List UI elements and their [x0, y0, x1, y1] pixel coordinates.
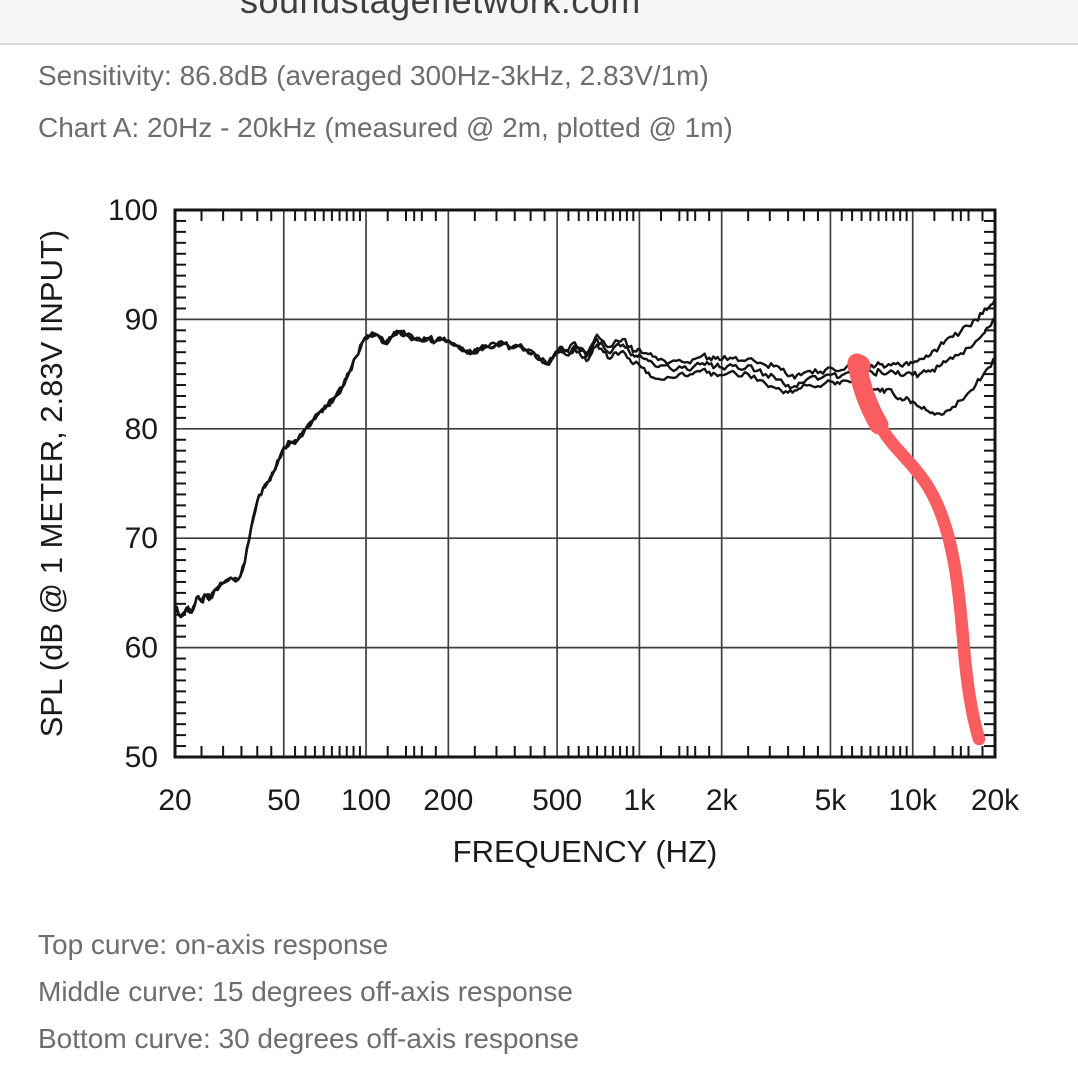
y-tick-label: 70	[125, 522, 158, 555]
y-tick-label: 100	[108, 194, 158, 227]
caption-middle-curve: Middle curve: 15 degrees off-axis respon…	[38, 976, 573, 1007]
x-tick-label: 20	[158, 784, 191, 817]
curve-legend-captions: Top curve: on-axis response Middle curve…	[38, 921, 579, 1062]
x-tick-label: 200	[423, 784, 473, 817]
x-tick-label: 50	[267, 784, 300, 817]
plot-border	[173, 208, 997, 759]
x-tick-label: 100	[341, 784, 391, 817]
x-tick-label: 5k	[815, 784, 848, 817]
y-tick-label: 50	[125, 741, 158, 774]
x-tick-label: 20k	[971, 784, 1020, 817]
x-axis-title: FREQUENCY (HZ)	[453, 834, 718, 869]
chart-title-line: Chart A: 20Hz - 20kHz (measured @ 2m, pl…	[38, 112, 733, 143]
x-tick-label: 2k	[706, 784, 739, 817]
y-tick-label: 90	[125, 303, 158, 336]
response-curves	[176, 298, 994, 619]
site-watermark-text: soundstagenetwork.com	[240, 0, 641, 21]
sensitivity-line: Sensitivity: 86.8dB (averaged 300Hz-3kHz…	[38, 60, 709, 91]
x-tick-label: 500	[532, 784, 582, 817]
curve-on-axis-response	[176, 298, 994, 619]
y-axis-title: SPL (dB @ 1 METER, 2.83V INPUT)	[34, 230, 69, 738]
y-tick-label: 60	[125, 632, 158, 665]
y-tick-label: 80	[125, 413, 158, 446]
curve-15-degrees-off-axis-response	[176, 316, 994, 619]
caption-bottom-curve: Bottom curve: 30 degrees off-axis respon…	[38, 1023, 580, 1054]
browser-header-bar: soundstagenetwork.com	[0, 0, 1078, 45]
caption-top-curve: Top curve: on-axis response	[38, 929, 389, 960]
x-tick-label: 1k	[624, 784, 657, 817]
red-marker-annotation-blob	[847, 354, 871, 378]
x-tick-label: 10k	[889, 784, 938, 817]
